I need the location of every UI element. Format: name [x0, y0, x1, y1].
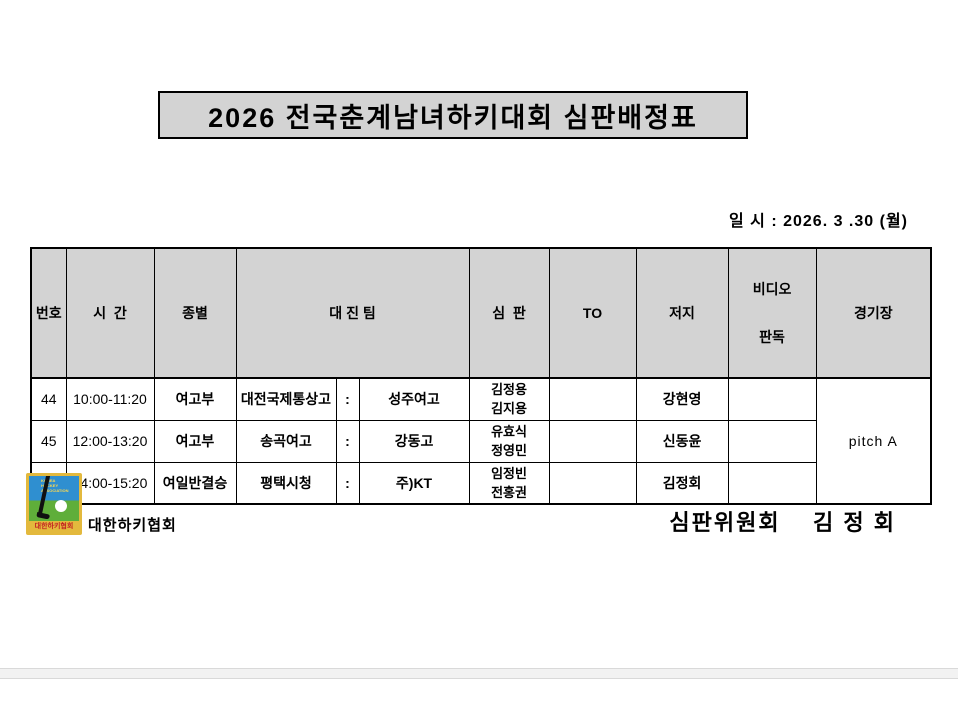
- date-line: 일 시 : 2026. 3 .30 (월): [729, 213, 908, 230]
- cell-video: [727, 461, 817, 505]
- cell-to: [548, 461, 637, 505]
- logo-artwork: KOREA HOCKEY ASSOCIATION: [29, 476, 79, 521]
- referee-name-2: 김지용: [491, 401, 527, 417]
- cell-judge: 강현영: [635, 377, 729, 421]
- association-name: 대한하키협회: [88, 517, 177, 534]
- logo-small-text-line2: HOCKEY: [41, 483, 59, 488]
- table-row-44: 44 10:00-11:20 여고부 대전국제통상고 : 성주여고 김정용 김지…: [30, 377, 932, 505]
- cell-no: 44: [30, 377, 67, 421]
- header-referee: 심 판: [468, 247, 550, 379]
- cell-video: [727, 419, 817, 463]
- referee-name-1: 유효식: [491, 424, 527, 439]
- cell-team2: 성주여고: [358, 377, 470, 421]
- cell-category: 여고부: [153, 419, 237, 463]
- header-to: TO: [548, 247, 637, 379]
- header-video-line2: 판독: [759, 329, 785, 345]
- table-row-46: 46 14:00-15:20 여일반결승 평택시청 : 주)KT 임정빈 전홍권…: [30, 461, 931, 505]
- cell-team1: 대전국제통상고: [235, 377, 337, 421]
- cell-venue: pitch A: [815, 377, 932, 505]
- cell-category: 여일반결승: [153, 461, 237, 505]
- korea-hockey-association-logo: KOREA HOCKEY ASSOCIATION 대한하키협회: [26, 473, 82, 535]
- cell-time: 12:00-13:20: [65, 419, 155, 463]
- cell-to: [548, 419, 637, 463]
- hockey-ball-icon: [55, 500, 67, 512]
- header-no: 번호: [30, 247, 67, 379]
- cell-referees: 임정빈 전홍권: [468, 461, 550, 505]
- cell-vs: :: [335, 377, 360, 421]
- referee-name-2: 정영민: [491, 443, 527, 458]
- logo-banner-text: 대한하키협회: [29, 521, 79, 533]
- document-title: 2026 전국춘계남녀하키대회 심판배정표: [208, 102, 698, 133]
- logo-small-text-line3: ASSOCIATION: [41, 488, 69, 493]
- header-venue: 경기장: [815, 247, 932, 379]
- cell-team1: 평택시청: [235, 461, 337, 505]
- header-video-line1: 비디오: [752, 281, 792, 297]
- cell-to: [548, 377, 637, 421]
- referee-assignment-table: 번호 시 간 종별 대 진 팀 심 판 TO 저지 비디오 판독 경기장 44 …: [30, 247, 933, 505]
- table-header-row: 번호 시 간 종별 대 진 팀 심 판 TO 저지 비디오 판독 경기장: [30, 247, 932, 379]
- referee-name-1: 김정용: [491, 382, 527, 398]
- header-matchup: 대 진 팀: [235, 247, 470, 379]
- cell-category: 여고부: [153, 377, 237, 421]
- cell-vs: :: [335, 461, 360, 505]
- cell-judge: 신동윤: [635, 419, 729, 463]
- table-row-45: 45 12:00-13:20 여고부 송곡여고 : 강동고 유효식 정영민 신동…: [30, 419, 931, 463]
- header-video-review: 비디오 판독: [727, 247, 817, 379]
- cell-judge: 김정회: [635, 461, 729, 505]
- horizontal-scrollbar[interactable]: [0, 668, 958, 679]
- cell-video: [727, 377, 817, 421]
- header-judge: 저지: [635, 247, 729, 379]
- header-time: 시 간: [65, 247, 155, 379]
- document-title-box: 2026 전국춘계남녀하키대회 심판배정표: [158, 91, 748, 139]
- hockey-stick-icon: [37, 476, 51, 517]
- referee-name-2: 전홍권: [491, 484, 527, 500]
- cell-no: 45: [30, 419, 67, 463]
- cell-time: 10:00-11:20: [65, 377, 155, 421]
- cell-team2: 주)KT: [358, 461, 470, 505]
- referee-name-1: 임정빈: [491, 465, 527, 481]
- signature-line: 심판위원회 김 정 회: [669, 510, 896, 535]
- cell-referees: 김정용 김지용: [468, 377, 550, 421]
- cell-team2: 강동고: [358, 419, 470, 463]
- header-category: 종별: [153, 247, 237, 379]
- cell-team1: 송곡여고: [235, 419, 337, 463]
- cell-vs: :: [335, 419, 360, 463]
- cell-referees: 유효식 정영민: [468, 419, 550, 463]
